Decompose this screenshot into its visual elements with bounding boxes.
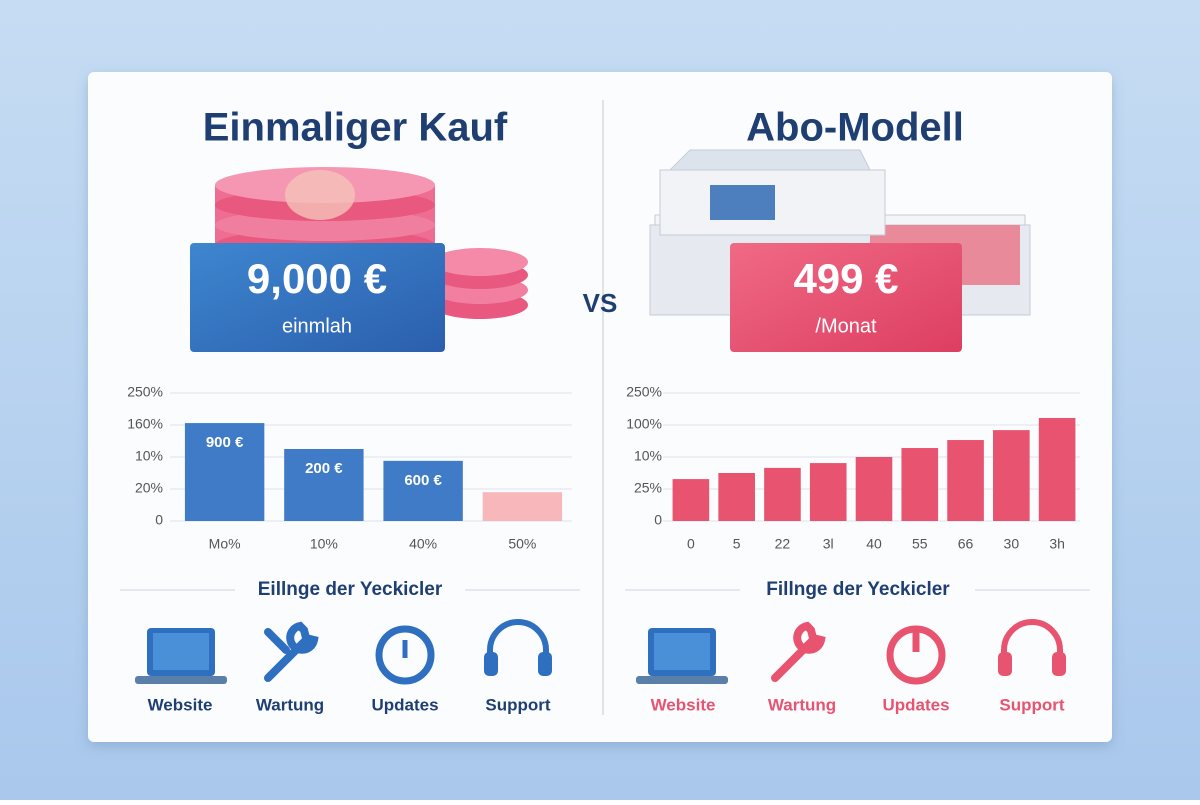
- card: [88, 72, 1112, 742]
- x-tick-label: 22: [775, 536, 791, 552]
- x-tick-label: 10%: [310, 536, 338, 552]
- bar: [901, 448, 939, 521]
- bar: [184, 423, 265, 521]
- bar: [855, 457, 893, 521]
- x-tick-label: 3h: [1049, 536, 1065, 552]
- x-tick-label: 30: [1004, 536, 1020, 552]
- price-box: [190, 243, 445, 352]
- title: Abo-Modell: [746, 106, 964, 150]
- x-tick-label: Mo%: [209, 536, 241, 552]
- icons: [135, 619, 1066, 685]
- bar: [947, 440, 984, 521]
- y-tick-label: 250%: [626, 384, 662, 400]
- x-tick-label: 66: [958, 536, 974, 552]
- y-tick-label: 160%: [127, 416, 163, 432]
- y-tick-label: 20%: [135, 480, 163, 496]
- bar: [383, 460, 463, 521]
- bar: [1038, 417, 1076, 521]
- price-note: /Monat: [815, 315, 877, 337]
- bar: [764, 467, 801, 521]
- feature-label: Website: [651, 695, 716, 714]
- y-tick-label: 10%: [135, 448, 163, 464]
- bar: [993, 430, 1030, 521]
- y-tick-label: 25%: [634, 480, 662, 496]
- title: Einmaliger Kauf: [203, 106, 508, 150]
- x-tick-label: 5: [733, 536, 741, 552]
- y-tick-label: 0: [155, 512, 163, 528]
- section-title: Fillnge der Yeckicler: [766, 579, 950, 600]
- bar: [672, 479, 710, 521]
- y-tick-label: 10%: [634, 448, 662, 464]
- bar: [718, 473, 755, 521]
- x-tick-label: 40%: [409, 536, 437, 552]
- section-title: Eillnge der Yeckicler: [258, 579, 443, 600]
- x-tick-label: 55: [912, 536, 928, 552]
- vs: VS: [583, 288, 618, 318]
- price: 9,000 €: [247, 255, 387, 302]
- price: 499 €: [793, 255, 898, 302]
- bar: [284, 449, 364, 521]
- feature-label: Support: [999, 695, 1064, 714]
- bar: [482, 492, 563, 521]
- feature-label: Wartung: [768, 695, 836, 714]
- price-note: einmlah: [282, 315, 352, 337]
- bar-label: 600 €: [404, 472, 442, 489]
- x-tick-label: 3l: [823, 536, 834, 552]
- x-tick-label: 50%: [508, 536, 536, 552]
- x-tick-label: 40: [866, 536, 882, 552]
- bar: [809, 463, 847, 521]
- feature-label: Website: [148, 695, 213, 714]
- y-tick-label: 100%: [626, 416, 662, 432]
- feature-label: Support: [485, 695, 550, 714]
- feature-label: Updates: [371, 695, 438, 714]
- feature-label: Wartung: [256, 695, 324, 714]
- y-tick-label: 250%: [127, 384, 163, 400]
- y-tick-label: 0: [654, 512, 662, 528]
- bar-label: 200 €: [305, 460, 343, 477]
- x-tick-label: 0: [687, 536, 695, 552]
- bar-label: 900 €: [206, 434, 244, 451]
- feature-label: Updates: [882, 695, 949, 714]
- price-box: [730, 243, 962, 352]
